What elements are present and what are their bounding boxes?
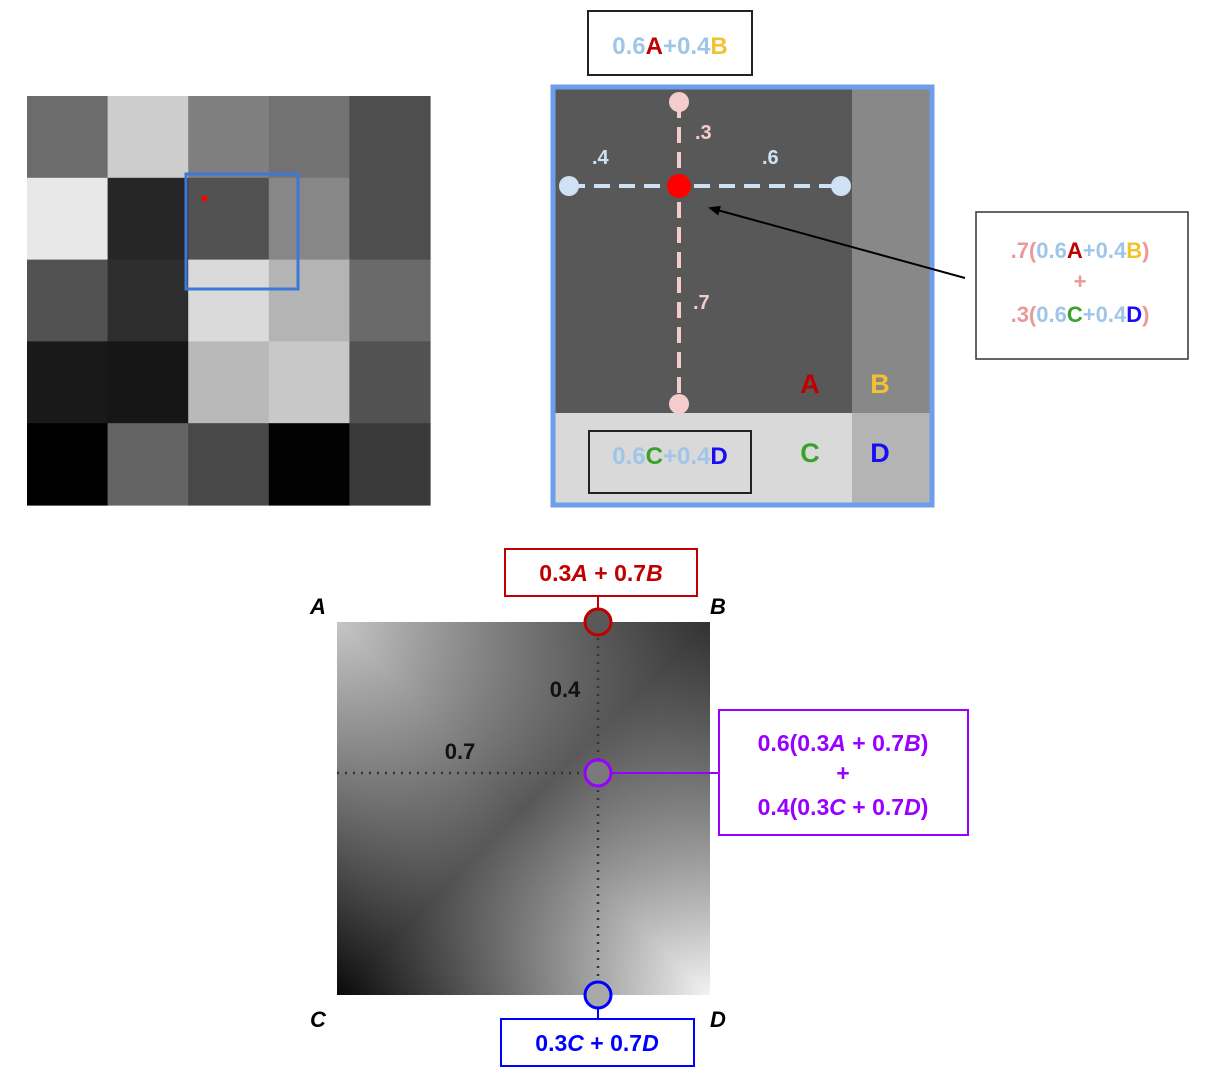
pixel-cell-r4-c3 — [268, 423, 350, 506]
top-interp-label: 0.6A+0.4B — [612, 33, 727, 60]
top-fraction-label: .3 — [695, 122, 712, 144]
pixel-cell-r1-c2 — [188, 177, 270, 261]
gradient-corner-d: D — [710, 1007, 726, 1032]
zoom-region-box — [184, 172, 300, 291]
pixel-cell-r4-c1 — [107, 423, 189, 506]
formula-box — [975, 211, 1189, 360]
pixel-cell-r1-c4 — [349, 177, 431, 261]
formula-plus: + — [1074, 269, 1087, 294]
pixel-cell-r2-c1 — [107, 259, 189, 342]
formula-arrow — [708, 205, 966, 279]
middle-purple-circle — [583, 758, 613, 788]
corner-label-c: C — [800, 438, 820, 468]
pixel-cell-r4-c4 — [349, 423, 431, 506]
zoom-cell-d — [852, 413, 932, 505]
corner-label-a: A — [800, 369, 820, 399]
pixel-cell-r4-c2 — [188, 423, 270, 506]
bottom-interp-box — [588, 430, 752, 494]
right-fraction-label: .6 — [762, 147, 779, 169]
corner-label-b: B — [870, 369, 890, 399]
top-red-label: 0.3A + 0.7B — [539, 560, 662, 586]
middle-label-line-2: 0.4(0.3C + 0.7D) — [758, 794, 929, 820]
gradient-corner-c: C — [310, 1007, 327, 1032]
gradient-overlay — [337, 622, 710, 995]
right-endpoint — [831, 176, 851, 196]
pixel-cell-r1-c1 — [107, 177, 189, 261]
pixel-cell-r0-c0 — [27, 96, 109, 179]
pixel-cell-r1-c3 — [268, 177, 350, 261]
bottom-blue-label: 0.3C + 0.7D — [535, 1030, 658, 1056]
zoom-view: .4 .6 .3 .7 A B C D 0.6A+0.4B 0.6C+0.4D … — [550, 10, 1189, 508]
pixel-cell-r3-c1 — [107, 341, 189, 424]
pixel-cell-r3-c0 — [27, 341, 109, 424]
middle-label-line-1: 0.6(0.3A + 0.7B) — [758, 730, 929, 756]
sample-point — [202, 196, 207, 201]
pixel-cell-r0-c3 — [268, 96, 350, 179]
zoom-cell-a — [555, 88, 852, 413]
pixel-cell-r2-c2 — [188, 259, 270, 342]
corner-label-d: D — [870, 438, 890, 468]
pixel-cell-r2-c0 — [27, 259, 109, 342]
bottom-endpoint — [669, 394, 689, 414]
bottom-interp-label: 0.6C+0.4D — [612, 443, 727, 470]
middle-purple-box — [718, 709, 969, 836]
bottom-blue-circle — [583, 980, 613, 1010]
pixel-cell-r2-c4 — [349, 259, 431, 342]
top-interp-box — [587, 10, 753, 76]
pixel-cell-r3-c3 — [268, 341, 350, 424]
pixel-cell-r1-c0 — [27, 177, 109, 261]
top-red-box — [504, 548, 698, 597]
pixel-cell-r2-c3 — [268, 259, 350, 342]
zoom-frame — [550, 84, 935, 508]
gradient-view: 0.4 0.7 A B C D 0.3A + 0.7B 0.6(0.3A + 0… — [309, 548, 969, 1067]
formula-line-1: .7(0.6A+0.4B) — [1011, 238, 1150, 263]
pixel-cell-r0-c4 — [349, 96, 431, 179]
interpolated-point — [667, 174, 691, 198]
top-red-circle — [583, 607, 613, 637]
frac-vertical-label: 0.4 — [550, 677, 581, 702]
pixel-cell-r0-c2 — [188, 96, 270, 179]
formula-line-2: .3(0.6C+0.4D) — [1011, 302, 1150, 327]
pixel-cell-r4-c0 — [27, 423, 109, 506]
pixel-grid — [27, 96, 431, 506]
frac-horizontal-label: 0.7 — [445, 739, 476, 764]
gradient-corner-b: B — [710, 594, 726, 619]
top-endpoint — [669, 92, 689, 112]
pixel-cell-r3-c2 — [188, 341, 270, 424]
middle-label-plus: + — [836, 760, 849, 786]
pixel-cell-r3-c4 — [349, 341, 431, 424]
pixel-cell-r0-c1 — [107, 96, 189, 179]
gradient-corner-a: A — [309, 594, 326, 619]
left-endpoint — [559, 176, 579, 196]
bottom-fraction-label: .7 — [693, 292, 710, 314]
bottom-blue-box — [500, 1018, 695, 1067]
left-fraction-label: .4 — [592, 147, 610, 169]
